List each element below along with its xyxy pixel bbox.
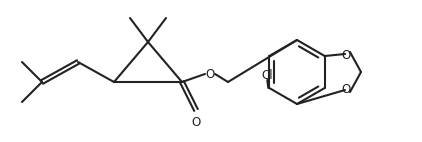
Text: O: O: [341, 49, 351, 61]
Text: Cl: Cl: [262, 68, 273, 82]
Text: O: O: [341, 83, 351, 96]
Text: O: O: [206, 67, 215, 81]
Text: O: O: [191, 115, 200, 129]
